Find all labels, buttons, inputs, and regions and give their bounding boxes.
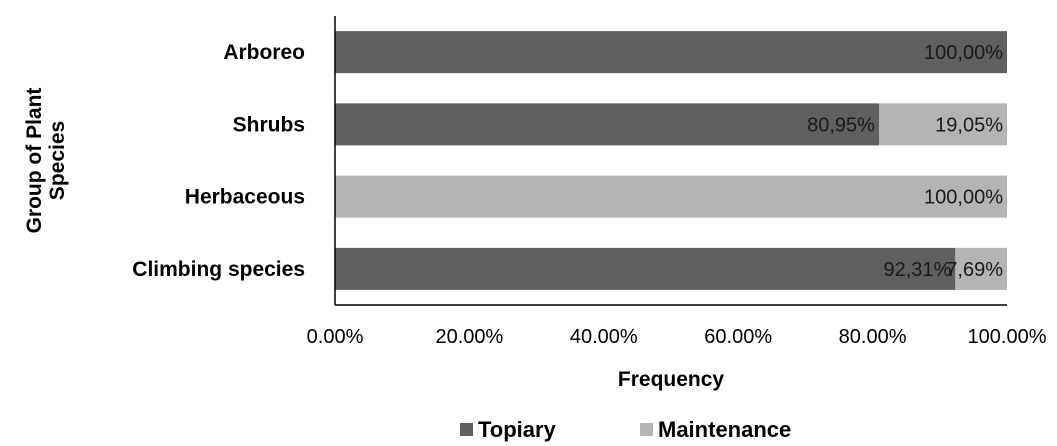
bar-segment-topiary-arboreo: [335, 31, 1007, 74]
x-tick-label: 40.00%: [570, 326, 638, 348]
data-label-maintenance-herbaceous: 100,00%: [924, 187, 1003, 209]
axes-layer: [334, 16, 1007, 306]
bar-segment-topiary-shrubs: [335, 103, 879, 146]
category-label-shrubs: Shrubs: [233, 113, 305, 136]
legend-item-topiary: Topiary: [460, 417, 557, 442]
category-label-climbing-species: Climbing species: [132, 258, 305, 281]
y-axis-title: Group of PlantSpecies: [23, 88, 69, 234]
legend-swatch-maintenance: [640, 423, 653, 436]
legend-item-maintenance: Maintenance: [640, 417, 791, 442]
x-axis-title: Frequency: [618, 368, 725, 391]
category-labels-layer: Arboreo Shrubs Herbaceous Climbing species: [132, 41, 305, 281]
legend-label-topiary: Topiary: [478, 417, 557, 442]
data-label-maintenance-climbing-species: 7,69%: [946, 259, 1003, 281]
data-label-topiary-shrubs: 80,95%: [807, 114, 875, 136]
legend-label-maintenance: Maintenance: [658, 417, 791, 442]
x-tick-label: 60.00%: [704, 326, 772, 348]
bar-segment-maintenance-herbaceous: [335, 175, 1007, 218]
x-tick-label: 80.00%: [839, 326, 907, 348]
x-tick-labels-layer: 0.00% 20.00% 40.00% 60.00% 80.00% 100.00%: [307, 326, 1047, 348]
legend-swatch-topiary: [460, 423, 473, 436]
category-label-arboreo: Arboreo: [223, 41, 305, 64]
data-label-topiary-climbing-species: 92,31%: [883, 259, 951, 281]
bars-layer: [335, 31, 1007, 290]
category-label-herbaceous: Herbaceous: [185, 186, 305, 209]
x-tick-label: 0.00%: [307, 326, 364, 348]
bar-segment-maintenance-climbing-species: [955, 247, 1007, 290]
data-labels-layer: 100,00% 80,95% 19,05% 100,00% 92,31%7,69%: [807, 42, 1003, 281]
legend: Topiary Maintenance: [460, 417, 791, 442]
data-label-maintenance-shrubs: 19,05%: [935, 114, 1003, 136]
x-tick-label: 20.00%: [435, 326, 503, 348]
bar-segment-maintenance-shrubs: [878, 103, 1007, 146]
y-axis-title-line: Group of Plant: [23, 88, 46, 234]
bar-segment-topiary-climbing-species: [335, 247, 956, 290]
x-tick-label: 100.00%: [968, 326, 1047, 348]
y-axis-title-line: Species: [46, 121, 69, 200]
data-label-topiary-arboreo: 100,00%: [924, 42, 1003, 64]
